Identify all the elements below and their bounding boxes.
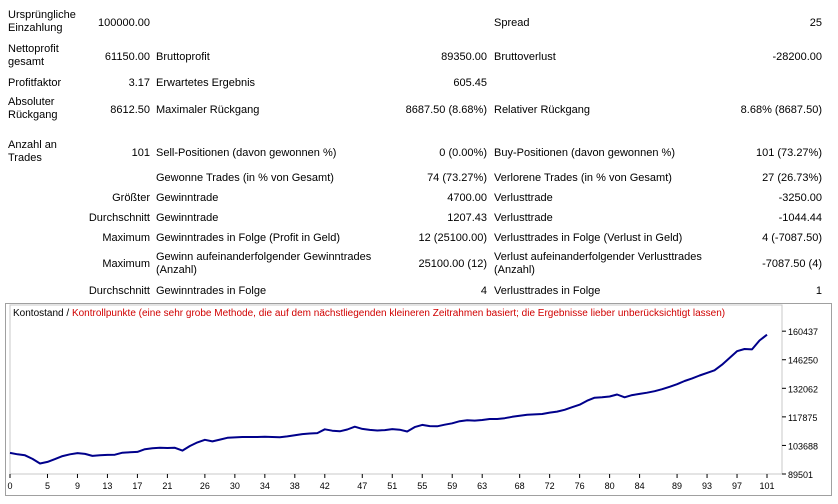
loss-trades-label: Verlorene Trades (in % von Gesamt): [494, 172, 672, 184]
largest-loss-label: Verlusttrade: [494, 192, 553, 204]
absolute-drawdown-value: 8612.50: [110, 104, 150, 116]
spread-value: 25: [809, 17, 822, 29]
x-tick-label: 63: [477, 481, 487, 491]
max-consecutive-wins-label: Gewinntrades in Folge (Profit in Geld): [156, 232, 341, 244]
x-tick-label: 21: [162, 481, 172, 491]
report-summary: Ursprüngliche Einzahlung 100000.00 Sprea…: [8, 9, 822, 297]
long-positions-label: Buy-Positionen (davon gewonnen %): [494, 147, 676, 159]
x-tick-label: 59: [447, 481, 457, 491]
chart-legend: Kontostand / Kontrollpunkte (eine sehr g…: [13, 308, 725, 319]
max-consecutive-profit-label: Gewinn aufeinanderfolgender Gewinntrades…: [156, 251, 372, 276]
y-tick-label: 132062: [788, 384, 818, 394]
gross-profit-value: 89350.00: [441, 51, 487, 63]
balance-series-line: [9, 333, 768, 465]
x-tick-label: 5: [45, 481, 50, 491]
expected-payoff-value: 605.45: [453, 77, 487, 89]
max-consecutive-profit-value: 25100.00 (12): [418, 258, 488, 270]
x-tick-label: 68: [515, 481, 525, 491]
x-tick-label: 13: [102, 481, 112, 491]
net-profit-label: Nettoprofit gesamt: [8, 43, 59, 68]
x-tick-label: 51: [387, 481, 397, 491]
x-tick-label: 97: [732, 481, 742, 491]
net-profit-value: 61150.00: [104, 51, 150, 63]
max-consecutive-loss-value: -7087.50 (4): [762, 258, 822, 270]
profit-factor-value: 3.17: [128, 77, 150, 89]
y-tick-label: 146250: [788, 356, 818, 366]
loss-trades-value: 27 (26.73%): [762, 172, 822, 184]
x-tick-label: 38: [290, 481, 300, 491]
average-profit-value: 1207.43: [447, 212, 487, 224]
initial-deposit-label: Ursprüngliche Einzahlung: [8, 9, 76, 34]
x-tick-label: 34: [260, 481, 270, 491]
gross-profit-label: Bruttoprofit: [156, 51, 210, 63]
x-tick-label: 9: [75, 481, 80, 491]
average-loss-label: Verlusttrade: [494, 212, 553, 224]
absolute-drawdown-label: Absoluter Rückgang: [8, 96, 58, 121]
max-consecutive-profit-row-label: Maximum: [102, 258, 150, 270]
legend-separator: /: [63, 308, 72, 319]
x-tick-label: 55: [417, 481, 427, 491]
spread-label: Spread: [494, 17, 530, 29]
average-profit-label: Gewinntrade: [156, 212, 219, 224]
x-tick-label: 89: [672, 481, 682, 491]
y-tick-label: 103688: [788, 441, 818, 451]
x-tick-label: 30: [230, 481, 240, 491]
x-tick-label: 84: [635, 481, 645, 491]
maximal-drawdown-value: 8687.50 (8.68%): [405, 104, 487, 116]
long-positions-value: 101 (73.27%): [755, 147, 822, 159]
x-tick-label: 17: [132, 481, 142, 491]
total-trades-value: 101: [131, 147, 150, 159]
max-consecutive-losses-label: Verlusttrades in Folge (Verlust in Geld): [494, 232, 683, 244]
max-consecutive-row-label: Maximum: [102, 232, 150, 244]
y-tick-label: 117875: [788, 413, 817, 423]
y-tick-label: 160437: [788, 327, 818, 337]
legend-balance: Kontostand: [13, 308, 64, 319]
max-consecutive-loss-label: Verlust aufeinanderfolgender Verlusttrad…: [494, 251, 702, 276]
expected-payoff-label: Erwartetes Ergebnis: [156, 77, 256, 89]
balance-chart: 160437 146250 132062 117875 103688 89501 0 5 9 13…: [5, 303, 832, 496]
initial-deposit-value: 100000.00: [98, 17, 150, 29]
short-positions-label: Sell-Positionen (davon gewonnen %): [156, 147, 337, 159]
avg-consecutive-losses-value: 1: [815, 285, 822, 297]
max-consecutive-losses-value: 4 (-7087.50): [762, 232, 822, 244]
largest-profit-value: 4700.00: [447, 192, 487, 204]
relative-drawdown-label: Relativer Rückgang: [494, 104, 590, 116]
x-tick-label: 93: [702, 481, 712, 491]
average-row-label: Durchschnitt: [88, 212, 150, 224]
maximal-drawdown-label: Maximaler Rückgang: [156, 104, 260, 116]
x-tick-label: 42: [320, 481, 330, 491]
largest-loss-value: -3250.00: [778, 192, 822, 204]
x-tick-label: 47: [357, 481, 367, 491]
relative-drawdown-value: 8.68% (8687.50): [740, 104, 822, 116]
x-tick-label: 101: [759, 481, 774, 491]
y-tick-label: 89501: [788, 470, 813, 480]
average-loss-value: -1044.44: [778, 212, 822, 224]
x-tick-label: 0: [7, 481, 12, 491]
x-tick-label: 72: [545, 481, 555, 491]
total-trades-label: Anzahl an Trades: [8, 139, 57, 164]
gross-loss-value: -28200.00: [772, 51, 822, 63]
x-tick-label: 76: [575, 481, 585, 491]
legend-checkpoints: Kontrollpunkte (eine sehr grobe Methode,…: [71, 308, 726, 319]
largest-profit-label: Gewinntrade: [156, 192, 219, 204]
profit-trades-label: Gewonne Trades (in % von Gesamt): [156, 172, 334, 184]
avg-consecutive-row-label: Durchschnitt: [88, 285, 150, 297]
avg-consecutive-wins-label: Gewinntrades in Folge: [156, 285, 267, 297]
avg-consecutive-losses-label: Verlusttrades in Folge: [494, 285, 601, 297]
largest-row-label: Größter: [112, 192, 150, 204]
avg-consecutive-wins-value: 4: [480, 285, 487, 297]
x-tick-label: 26: [200, 481, 210, 491]
max-consecutive-wins-value: 12 (25100.00): [418, 232, 488, 244]
gross-loss-label: Bruttoverlust: [494, 51, 556, 63]
short-positions-value: 0 (0.00%): [439, 147, 487, 159]
x-tick-label: 80: [605, 481, 615, 491]
plot-border: [9, 304, 783, 475]
profit-factor-label: Profitfaktor: [8, 77, 62, 89]
profit-trades-value: 74 (73.27%): [427, 172, 487, 184]
